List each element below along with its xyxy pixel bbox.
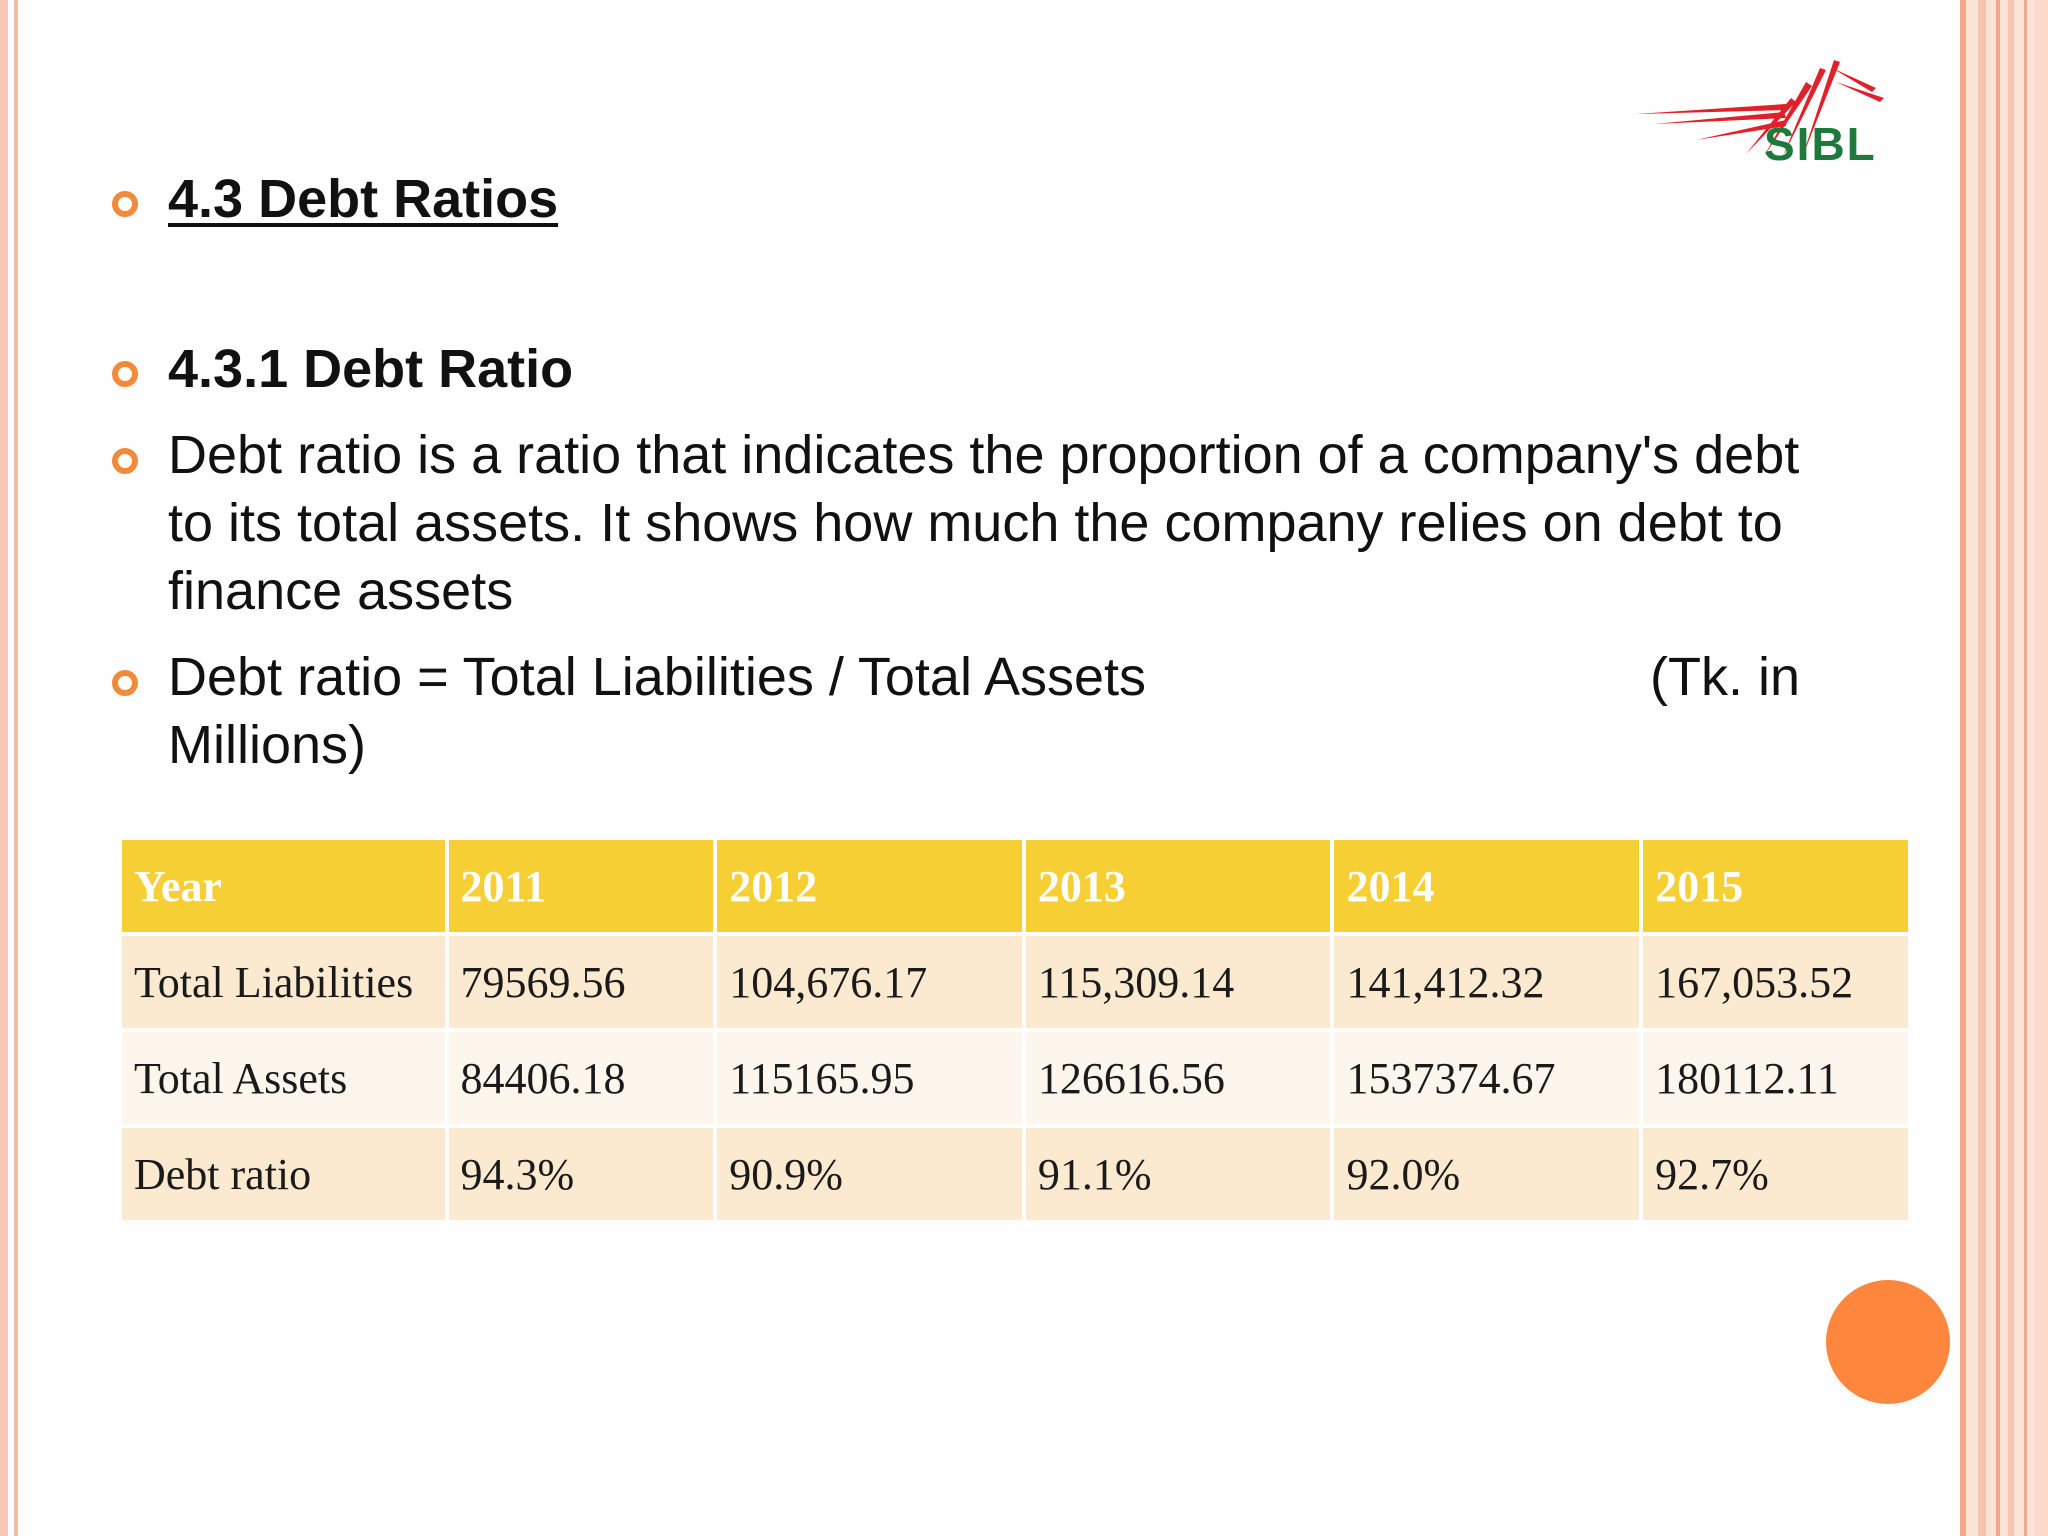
left-border-stripe [0, 0, 8, 1536]
table-row-label: Debt ratio [122, 1128, 445, 1220]
table-cell: 92.7% [1643, 1128, 1908, 1220]
section-heading: 4.3 Debt Ratios [168, 169, 559, 229]
table-cell: 167,053.52 [1643, 936, 1908, 1028]
table-row-label: Total Assets [122, 1032, 445, 1124]
table-cell: 141,412.32 [1334, 936, 1640, 1028]
table-row-label: Total Liabilities [122, 936, 445, 1028]
right-border-stripe [2008, 0, 2014, 1536]
bullet-circle-icon [112, 670, 138, 696]
table-cell: 90.9% [717, 1128, 1022, 1220]
table-header-cell: 2013 [1025, 840, 1331, 932]
table-cell: 1537374.67 [1334, 1032, 1640, 1124]
right-border-stripe [1978, 0, 1986, 1536]
table-cell: 91.1% [1025, 1128, 1331, 1220]
table-header-row: Year 2011 2012 2013 2014 2015 [122, 840, 1908, 932]
table-header-cell: 2014 [1334, 840, 1640, 932]
definition-paragraph: Debt ratio is a ratio that indicates the… [168, 421, 1908, 625]
table-cell: 94.3% [448, 1128, 714, 1220]
table-header-cell: 2015 [1643, 840, 1908, 932]
table-cell: 79569.56 [448, 936, 714, 1028]
paragraph-line: to its total assets. It shows how much t… [168, 493, 1783, 553]
paragraph-line: finance assets [168, 561, 514, 621]
table-cell: 92.0% [1334, 1128, 1640, 1220]
bullet-circle-icon [112, 191, 138, 217]
left-border-stripe [14, 0, 18, 1536]
sibl-logo: SIBL [1636, 60, 1884, 168]
table-cell: 115,309.14 [1025, 936, 1331, 1028]
table-cell: 104,676.17 [717, 936, 1022, 1028]
table-cell: 84406.18 [448, 1032, 714, 1124]
right-border-stripe [1960, 0, 1966, 1536]
table-row: Total Liabilities 79569.56 104,676.17 11… [122, 936, 1908, 1028]
bullet-circle-icon [112, 448, 138, 474]
table-header-cell: Year [122, 840, 445, 932]
right-border-stripe [2024, 0, 2027, 1536]
table-row: Total Assets 84406.18 115165.95 126616.5… [122, 1032, 1908, 1124]
right-border-band [1960, 0, 2048, 1536]
table-cell: 180112.11 [1643, 1032, 1908, 1124]
table-cell: 126616.56 [1025, 1032, 1331, 1124]
table-header-cell: 2011 [448, 840, 714, 932]
bullet-circle-icon [112, 361, 138, 387]
formula-text: Debt ratio = Total Liabilities / Total A… [168, 647, 1147, 707]
table-cell: 115165.95 [717, 1032, 1022, 1124]
decorative-orange-circle [1826, 1280, 1950, 1404]
unit-note-continued: Millions) [168, 715, 367, 775]
table-header-cell: 2012 [717, 840, 1022, 932]
right-border-stripe [2034, 0, 2048, 1536]
right-border-stripe [1996, 0, 2000, 1536]
logo-swoosh-icon [1636, 60, 1884, 158]
paragraph-line: Debt ratio is a ratio that indicates the… [168, 425, 1800, 485]
unit-note: (Tk. in [1650, 647, 1801, 707]
logo-text: SIBL [1764, 118, 1877, 168]
table-row: Debt ratio 94.3% 90.9% 91.1% 92.0% 92.7% [122, 1128, 1908, 1220]
subsection-heading: 4.3.1 Debt Ratio [168, 339, 574, 399]
debt-ratio-table: Year 2011 2012 2013 2014 2015 Total Liab… [118, 836, 1912, 1224]
